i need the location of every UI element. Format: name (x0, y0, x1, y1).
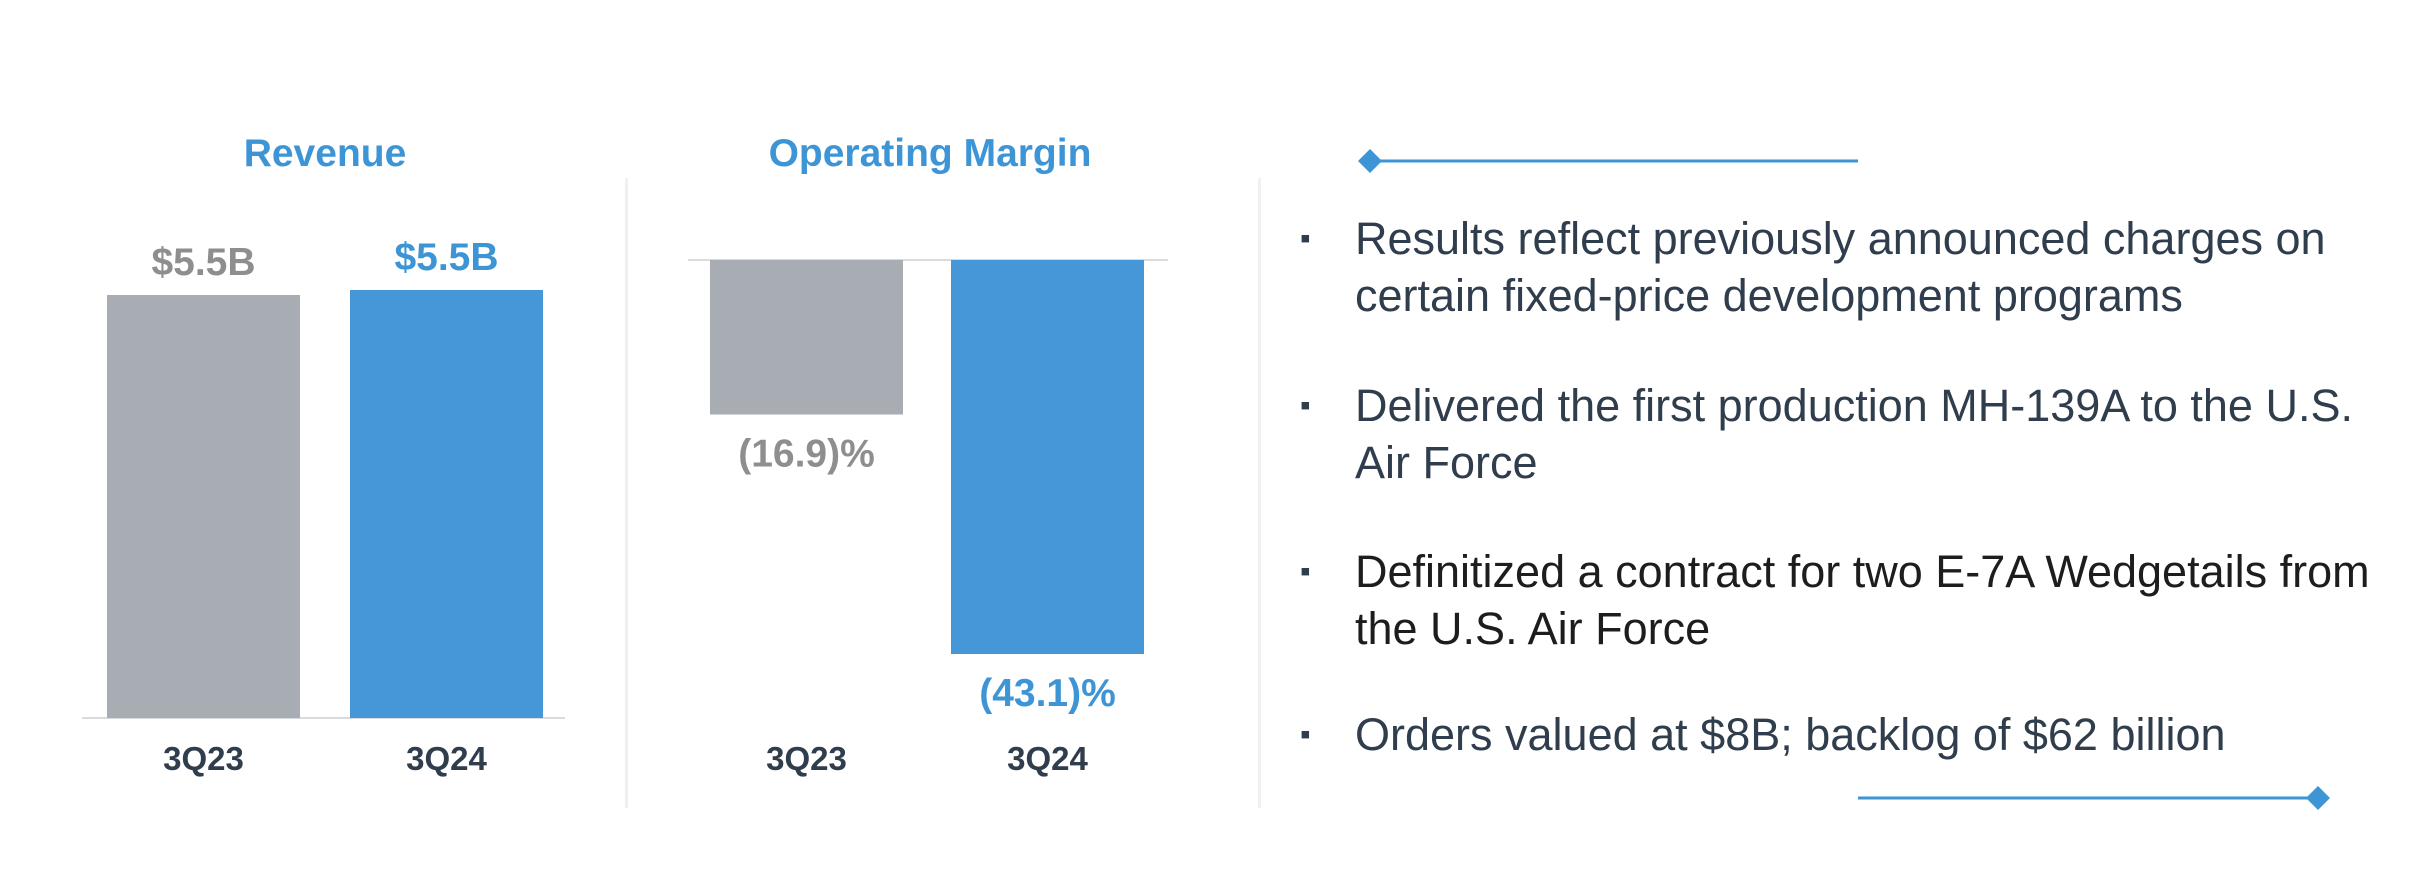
top-diamond-icon (1358, 149, 1382, 173)
bullet-marker: ▪ (1300, 718, 1311, 751)
bottom-diamond-icon (2306, 786, 2330, 810)
divider-right (1258, 178, 1261, 808)
operating-margin-bar-3q23 (710, 260, 903, 415)
revenue-chart-title: Revenue (243, 132, 407, 175)
revenue-data-label-3q24: $5.5B (394, 236, 498, 279)
bullet-text: Orders valued at $8B; backlog of $62 bil… (1355, 709, 2226, 760)
operating-margin-data-label-3q23: (16.9)% (738, 432, 875, 475)
operating-margin-chart-title: Operating Margin (768, 132, 1092, 175)
divider-left (625, 178, 628, 808)
bullet-marker: ▪ (1300, 555, 1311, 588)
operating-margin-tick-label-3q24: 3Q24 (1007, 740, 1088, 777)
bullet-marker: ▪ (1300, 222, 1311, 255)
revenue-bar-3q23 (107, 295, 300, 718)
bullet-text: Definitized a contract for two E-7A Wedg… (1355, 546, 2370, 654)
revenue-tick-label-3q23: 3Q23 (163, 740, 244, 777)
revenue-bar-3q24 (350, 290, 543, 718)
operating-margin-bar-3q24 (951, 260, 1144, 654)
bullet-text: Results reflect previously announced cha… (1355, 213, 2326, 321)
operating-margin-data-label-3q24: (43.1)% (979, 672, 1116, 715)
revenue-tick-label-3q24: 3Q24 (406, 740, 487, 777)
operating-margin-tick-label-3q23: 3Q23 (766, 740, 847, 777)
bullet-text: Delivered the first production MH-139A t… (1355, 380, 2353, 488)
bullet-marker: ▪ (1300, 389, 1311, 422)
revenue-data-label-3q23: $5.5B (151, 241, 255, 284)
